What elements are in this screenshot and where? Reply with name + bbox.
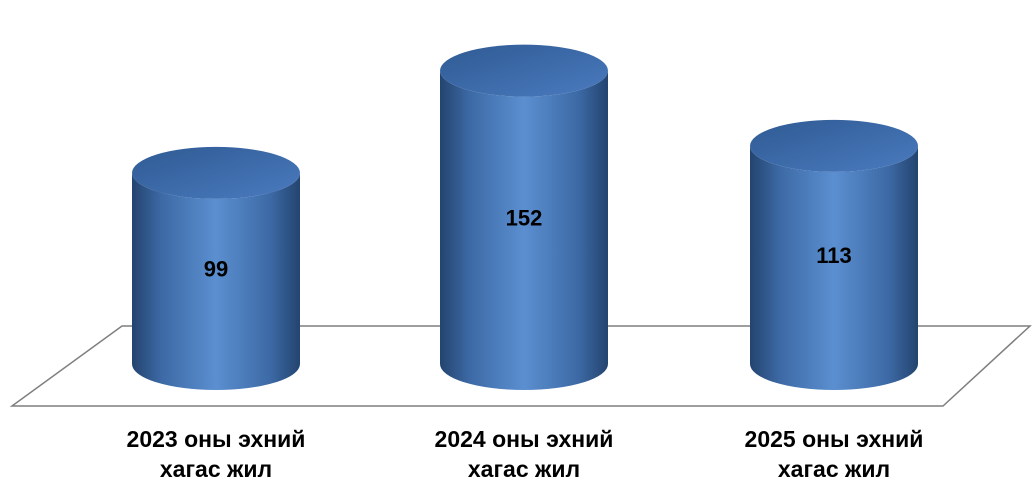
- bar-0: [132, 172, 300, 390]
- bar-top-2: [750, 119, 918, 172]
- bar-1: [440, 70, 608, 390]
- data-label-1: 152: [506, 205, 543, 230]
- data-label-2: 113: [816, 243, 852, 268]
- bar-top-1: [440, 44, 608, 97]
- chart-floor: [9, 325, 1032, 407]
- category-label-1: 2024 оны эхний хагас жил: [434, 426, 614, 482]
- bar-top-0: [132, 146, 300, 199]
- category-label-2: 2025 оны эхний хагас жил: [744, 426, 924, 482]
- bar-2: [750, 145, 918, 390]
- data-label-0: 99: [204, 256, 228, 281]
- category-label-0: 2023 оны эхний хагас жил: [126, 426, 306, 482]
